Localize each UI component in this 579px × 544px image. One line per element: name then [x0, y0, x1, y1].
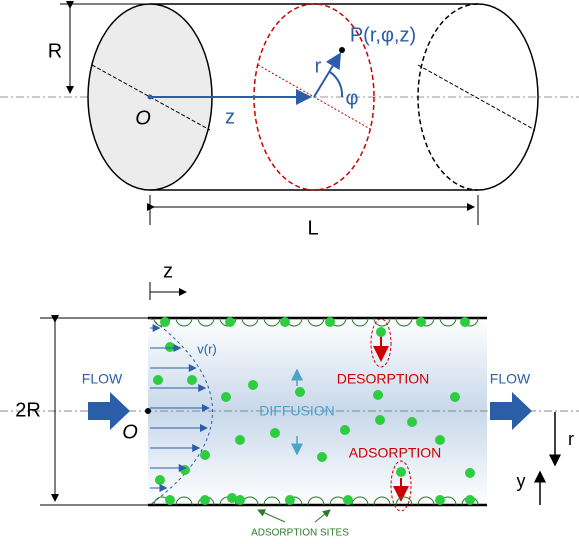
particle	[180, 465, 190, 475]
particle	[465, 468, 475, 478]
particle	[435, 435, 445, 445]
label: R	[48, 40, 62, 62]
cylinder	[0, 1, 579, 225]
label: FLOW	[490, 371, 531, 387]
particle	[325, 317, 335, 327]
site	[351, 317, 369, 327]
particle	[221, 392, 231, 402]
particle	[295, 387, 305, 397]
particle	[416, 317, 426, 327]
particle	[343, 495, 353, 505]
particle	[235, 435, 245, 445]
particle	[407, 417, 417, 427]
site	[417, 496, 435, 506]
particle	[165, 495, 175, 505]
particle	[235, 495, 245, 505]
particle	[465, 495, 475, 505]
site	[307, 496, 325, 506]
label: r	[568, 429, 574, 449]
label: y	[517, 471, 526, 491]
label: DESORPTION	[337, 371, 430, 387]
site	[175, 496, 193, 506]
particle	[270, 428, 280, 438]
label: z	[163, 260, 173, 282]
label: r	[315, 55, 322, 77]
label: DIFFUSION	[259, 403, 334, 419]
site	[241, 317, 259, 327]
label: L	[307, 217, 318, 239]
label: 2R	[15, 399, 41, 421]
particle	[187, 375, 197, 385]
site	[197, 317, 215, 327]
site	[373, 317, 391, 327]
particle	[225, 317, 235, 327]
site	[263, 496, 281, 506]
particle	[153, 375, 163, 385]
label: φ	[346, 87, 359, 109]
particle	[340, 425, 350, 435]
label: O	[122, 421, 138, 443]
site	[439, 317, 457, 327]
particle	[450, 392, 460, 402]
label: FLOW	[82, 371, 123, 387]
particle	[155, 475, 165, 485]
particle	[435, 495, 445, 505]
label: v(r)	[197, 341, 217, 356]
channel	[0, 282, 579, 523]
site	[307, 317, 325, 327]
label: O	[135, 107, 151, 129]
particle	[460, 317, 470, 327]
label: z	[225, 106, 235, 128]
particle	[375, 415, 385, 425]
particle	[227, 493, 237, 503]
site	[395, 317, 413, 327]
particle	[317, 452, 327, 462]
particle	[200, 495, 210, 505]
site	[395, 496, 413, 506]
particle	[160, 317, 170, 327]
label: P(r,φ,z)	[350, 24, 416, 46]
particle	[396, 467, 406, 477]
site	[175, 317, 193, 327]
particle	[373, 390, 383, 400]
particle	[200, 450, 210, 460]
particle	[165, 342, 175, 352]
particle	[376, 327, 386, 337]
particle	[280, 317, 290, 327]
site	[373, 496, 391, 506]
particle	[248, 380, 258, 390]
site	[263, 317, 281, 327]
particle	[285, 495, 295, 505]
site	[351, 496, 369, 506]
label: ADSORPTION	[349, 445, 442, 461]
label: ADSORPTION SITES	[251, 528, 349, 539]
